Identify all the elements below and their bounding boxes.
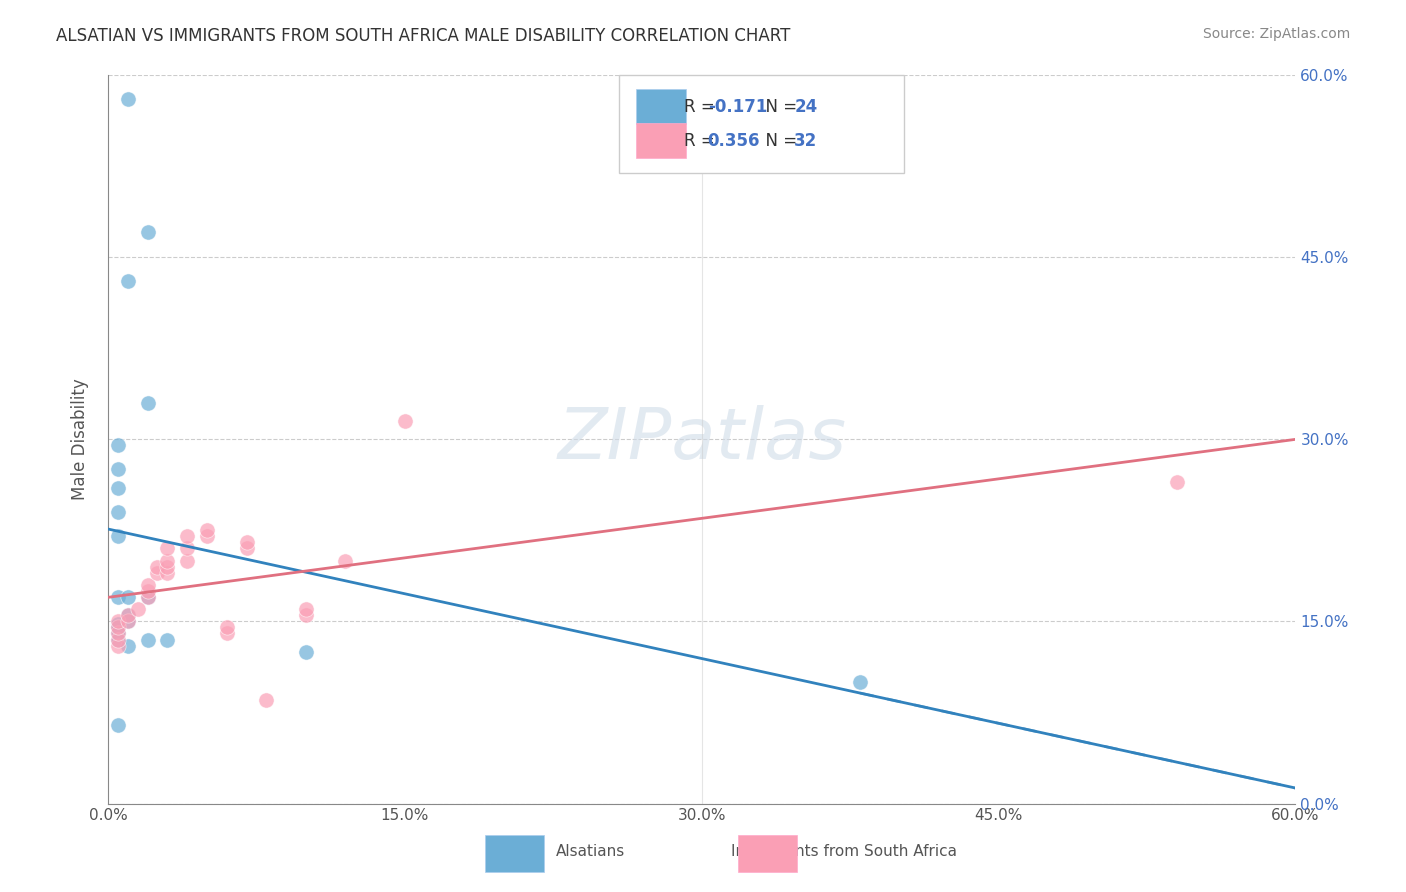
Point bbox=[107, 505, 129, 519]
Point bbox=[335, 553, 357, 567]
Point bbox=[136, 584, 159, 599]
Point bbox=[215, 626, 238, 640]
Text: Source: ZipAtlas.com: Source: ZipAtlas.com bbox=[1202, 27, 1350, 41]
Point bbox=[117, 590, 139, 604]
FancyBboxPatch shape bbox=[637, 123, 686, 159]
Point bbox=[235, 541, 257, 556]
Point bbox=[136, 578, 159, 592]
Point bbox=[156, 632, 179, 647]
Point bbox=[195, 529, 218, 543]
Point bbox=[117, 608, 139, 623]
Point bbox=[156, 559, 179, 574]
Point bbox=[156, 541, 179, 556]
Point bbox=[107, 620, 129, 634]
Text: R =: R = bbox=[683, 97, 720, 116]
Point bbox=[107, 590, 129, 604]
Point bbox=[136, 590, 159, 604]
Point bbox=[254, 693, 277, 707]
Point bbox=[156, 553, 179, 567]
Text: R =: R = bbox=[683, 132, 720, 150]
Point bbox=[176, 553, 198, 567]
Point bbox=[107, 620, 129, 634]
Point bbox=[107, 529, 129, 543]
Point bbox=[107, 462, 129, 476]
Text: N =: N = bbox=[755, 132, 803, 150]
Point bbox=[127, 602, 149, 616]
Text: 0.356: 0.356 bbox=[707, 132, 761, 150]
Point bbox=[176, 529, 198, 543]
Point bbox=[235, 535, 257, 549]
Point bbox=[1166, 475, 1188, 489]
Text: N =: N = bbox=[755, 97, 803, 116]
Point bbox=[195, 523, 218, 537]
Point bbox=[156, 566, 179, 580]
Point bbox=[117, 615, 139, 629]
Point bbox=[107, 626, 129, 640]
Point bbox=[176, 541, 198, 556]
FancyBboxPatch shape bbox=[619, 75, 904, 173]
Point bbox=[117, 92, 139, 106]
Point bbox=[849, 675, 872, 690]
Text: -0.171: -0.171 bbox=[707, 97, 768, 116]
Point bbox=[136, 632, 159, 647]
Point bbox=[107, 639, 129, 653]
Point bbox=[117, 639, 139, 653]
Point bbox=[136, 395, 159, 409]
Point bbox=[107, 481, 129, 495]
Point bbox=[107, 632, 129, 647]
Text: 24: 24 bbox=[794, 97, 818, 116]
Point bbox=[107, 717, 129, 731]
Text: Alsatians: Alsatians bbox=[555, 845, 626, 859]
Point bbox=[295, 608, 318, 623]
Point bbox=[136, 590, 159, 604]
Y-axis label: Male Disability: Male Disability bbox=[72, 378, 89, 500]
Point bbox=[295, 645, 318, 659]
Point bbox=[107, 615, 129, 629]
Text: Immigrants from South Africa: Immigrants from South Africa bbox=[731, 845, 956, 859]
Text: ALSATIAN VS IMMIGRANTS FROM SOUTH AFRICA MALE DISABILITY CORRELATION CHART: ALSATIAN VS IMMIGRANTS FROM SOUTH AFRICA… bbox=[56, 27, 790, 45]
Text: 32: 32 bbox=[794, 132, 818, 150]
Point bbox=[117, 615, 139, 629]
FancyBboxPatch shape bbox=[637, 89, 686, 124]
Point bbox=[107, 438, 129, 452]
Point bbox=[215, 620, 238, 634]
Point bbox=[107, 616, 129, 631]
Text: ZIPatlas: ZIPatlas bbox=[557, 405, 846, 474]
Point bbox=[117, 274, 139, 288]
Point bbox=[136, 226, 159, 240]
Point bbox=[394, 414, 416, 428]
Point bbox=[295, 602, 318, 616]
Point bbox=[107, 632, 129, 647]
Point bbox=[146, 566, 169, 580]
Point bbox=[107, 626, 129, 640]
Point bbox=[117, 608, 139, 623]
Point bbox=[146, 559, 169, 574]
